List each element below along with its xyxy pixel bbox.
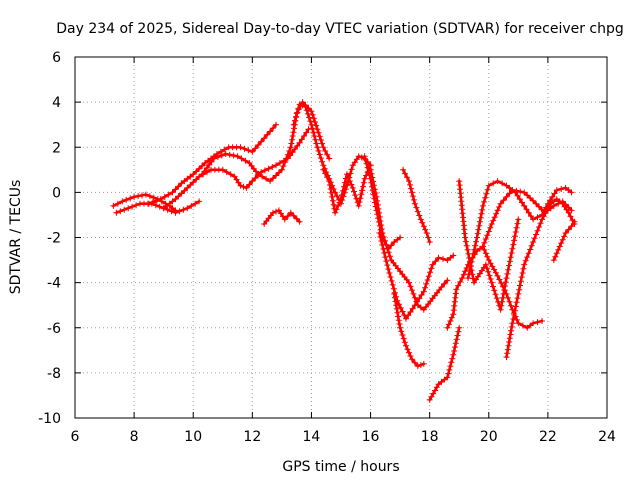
sat-trace-13 <box>400 166 433 245</box>
y-tick-label: 4 <box>52 95 61 111</box>
x-tick-label: 10 <box>184 429 202 445</box>
x-tick-labels: 6 8 10 12 14 16 18 20 22 24 <box>71 429 616 445</box>
y-tick-label: 6 <box>52 50 61 66</box>
y-tick-label: -10 <box>38 411 61 427</box>
y-tick-labels: 6 4 2 0 -2 -4 -6 -8 -10 <box>38 50 61 427</box>
series-markers <box>261 207 303 227</box>
series-markers <box>465 178 575 282</box>
sat-trace-16 <box>456 178 522 313</box>
series-line <box>262 209 301 226</box>
sat-trace-4 <box>160 126 312 212</box>
series-markers <box>444 243 545 331</box>
sat-trace-10 <box>367 166 451 313</box>
sat-trace-3 <box>145 121 279 207</box>
chart-title: Day 234 of 2025, Sidereal Day-to-day VTE… <box>56 21 624 37</box>
y-tick-label: 2 <box>52 140 61 156</box>
x-tick-label: 24 <box>598 429 616 445</box>
x-tick-label: 12 <box>243 429 261 445</box>
series-markers <box>426 324 463 403</box>
sat-trace-19 <box>503 196 578 361</box>
data-series <box>110 99 578 403</box>
x-tick-label: 14 <box>303 429 321 445</box>
y-tick-label: 0 <box>52 185 61 201</box>
series-line <box>162 127 310 210</box>
sat-trace-6 <box>261 207 303 227</box>
series-markers <box>376 230 457 322</box>
sat-trace-11 <box>376 230 457 322</box>
y-tick-label: -4 <box>47 276 61 292</box>
x-tick-label: 16 <box>362 429 380 445</box>
x-tick-label: 8 <box>130 429 139 445</box>
y-tick-label: -6 <box>47 321 61 337</box>
series-line <box>115 200 201 214</box>
series-markers <box>145 121 279 207</box>
series-markers <box>503 196 578 361</box>
x-tick-label: 18 <box>421 429 439 445</box>
x-tick-label: 6 <box>71 429 80 445</box>
y-axis-label: SDTVAR / TECUs <box>8 180 24 295</box>
sat-trace-20 <box>550 218 578 264</box>
sat-trace-14 <box>426 324 463 403</box>
series-line <box>147 123 278 205</box>
sat-trace-8 <box>320 162 374 216</box>
x-axis-label: GPS time / hours <box>282 459 399 475</box>
grid <box>75 57 607 418</box>
series-markers <box>320 162 374 216</box>
series-markers <box>391 290 427 370</box>
y-tick-label: -2 <box>47 231 61 247</box>
sat-trace-2 <box>113 198 203 216</box>
sat-trace-17 <box>465 178 575 282</box>
x-tick-label: 22 <box>539 429 557 445</box>
sat-trace-12 <box>391 290 427 370</box>
plot-frame <box>74 56 608 419</box>
x-tick-label: 20 <box>480 429 498 445</box>
sat-trace-15 <box>444 243 545 331</box>
y-tick-label: -8 <box>47 366 61 382</box>
series-markers <box>160 126 312 212</box>
series-line <box>428 326 461 402</box>
series-markers <box>400 166 433 245</box>
series-markers <box>550 218 578 264</box>
